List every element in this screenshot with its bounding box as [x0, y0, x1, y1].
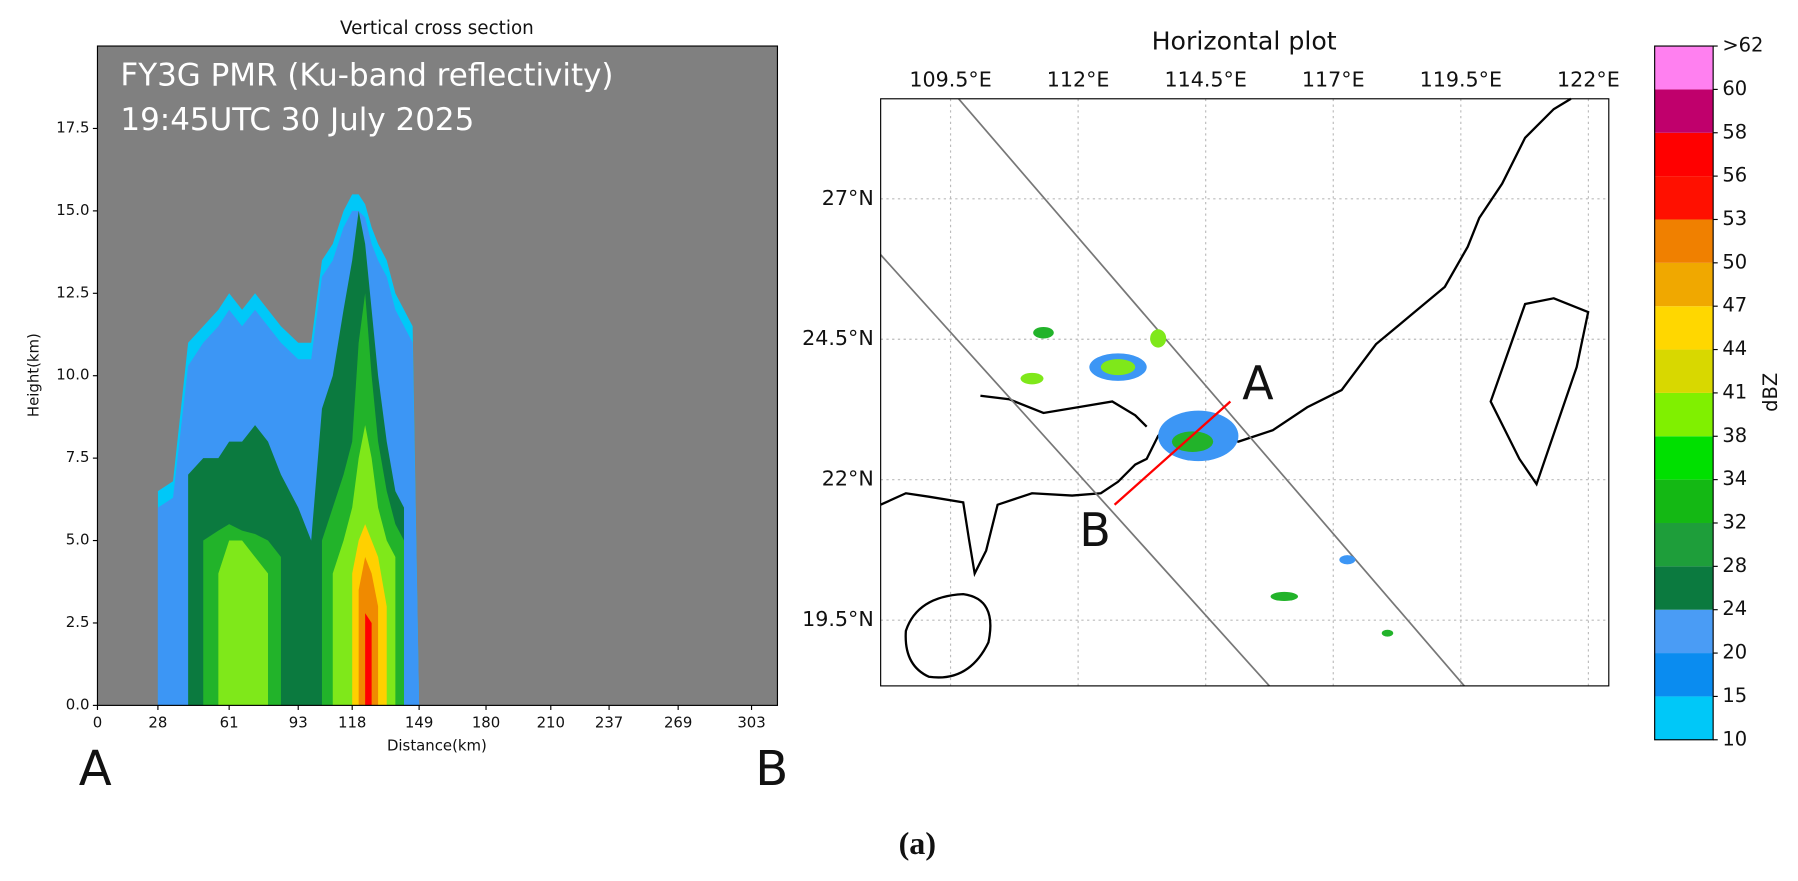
y-tick-label: 2.5 — [66, 613, 90, 631]
x-tick-label: 180 — [472, 714, 500, 732]
echo — [1150, 329, 1167, 348]
x-tick-label: 93 — [289, 714, 308, 732]
y-tick-label: 5.0 — [66, 531, 90, 549]
x-tick-label: 61 — [220, 714, 239, 732]
map-background — [880, 98, 1609, 686]
x-tick-label: 269 — [664, 714, 692, 732]
color-segment — [1654, 349, 1714, 393]
color-segment — [1654, 89, 1714, 133]
lat-label: 27°N — [822, 186, 874, 210]
map-decor — [880, 97, 1590, 687]
colorbar-tick-label: 20 — [1722, 641, 1747, 664]
color-segment — [1654, 653, 1714, 697]
color-segment — [1654, 392, 1714, 437]
x-axis-label: Distance(km) — [387, 737, 487, 755]
color-segment — [1654, 219, 1714, 263]
colorbar-tick-label: >62 — [1722, 34, 1763, 57]
color-segment — [1654, 306, 1714, 350]
point-label: A — [1242, 356, 1273, 410]
colorbar-tick-label: 53 — [1722, 207, 1747, 230]
colorbar-tick-label: 47 — [1722, 294, 1747, 317]
x-tick-label: 237 — [595, 714, 623, 732]
colorbar-tick-label: 32 — [1722, 510, 1747, 533]
colorbar-tick-label: 60 — [1722, 77, 1747, 100]
y-tick-label: 17.5 — [56, 118, 89, 136]
echo — [1020, 372, 1044, 385]
island — [904, 593, 992, 679]
colorbar-tick-label: 41 — [1722, 380, 1747, 403]
colorbar-tick-label: 15 — [1722, 684, 1747, 707]
echo — [1381, 629, 1394, 637]
end-label: B — [755, 741, 788, 797]
colorbar-tick-label: 10 — [1722, 727, 1747, 750]
swath-edge — [957, 98, 1465, 687]
y-tick-label: 0.0 — [66, 695, 90, 713]
point-label: B — [1079, 503, 1110, 557]
echo — [1270, 591, 1299, 602]
lon-label: 117°E — [1302, 67, 1365, 91]
coastline — [980, 394, 1148, 428]
lat-label: 22°N — [822, 467, 874, 491]
section-frame — [96, 45, 779, 706]
echo — [1100, 359, 1136, 376]
section-line — [1113, 400, 1232, 506]
colorbar-tick-label: 24 — [1722, 597, 1747, 620]
lon-label: 109.5°E — [909, 67, 991, 91]
colorbar-tick-label: 44 — [1722, 337, 1747, 360]
swath-edge — [880, 254, 1271, 687]
lat-label: 24.5°N — [802, 326, 874, 350]
x-tick-label: 210 — [537, 714, 565, 732]
colorbar: 10 15 20 24 28 32 34 38 41 44 47 50 53 56 58 60 >62 — [1654, 34, 1763, 750]
color-segment — [1654, 176, 1714, 220]
lat-label: 19.5°N — [802, 607, 874, 631]
echo-area — [218, 540, 269, 706]
colorbar-tick-label: 34 — [1722, 467, 1747, 490]
caption: (a) — [899, 825, 936, 861]
x-tick-label: 28 — [148, 714, 167, 732]
section-plot: 0 28 61 93 118 149 180 210 237 269 303 0.0 2.5 5.0 7.5… — [56, 118, 765, 731]
annotation: FY3G PMR (Ku-band reflectivity) — [120, 58, 613, 94]
y-tick-label: 10.0 — [56, 366, 89, 384]
color-segment — [1654, 696, 1714, 740]
echo-area — [365, 613, 372, 706]
x-tick-label: 118 — [338, 714, 366, 732]
lon-label: 114.5°E — [1164, 67, 1246, 91]
section-title: Vertical cross section — [340, 18, 534, 39]
color-segment — [1654, 479, 1714, 523]
colorbar-tick-label: 50 — [1722, 250, 1747, 273]
colorbar-tick-label: 28 — [1722, 554, 1747, 577]
echo — [1033, 326, 1054, 339]
color-segment — [1654, 566, 1714, 610]
colorbar-tick-label: 58 — [1722, 120, 1747, 143]
color-segment — [1654, 46, 1714, 90]
map-title: Horizontal plot — [1152, 27, 1337, 56]
color-segment — [1654, 132, 1714, 177]
start-label: A — [79, 741, 112, 797]
lon-label: 119.5°E — [1420, 67, 1502, 91]
annotation: 19:45UTC 30 July 2025 — [120, 102, 474, 138]
map-frame — [880, 98, 1610, 687]
colorbar-tick-label: 38 — [1722, 424, 1747, 447]
lon-label: 112°E — [1047, 67, 1110, 91]
x-tick-label: 303 — [737, 714, 765, 732]
map-grid — [880, 98, 1609, 686]
colorbar-tick-label: 56 — [1722, 164, 1747, 187]
color-segment — [1654, 609, 1714, 654]
x-tick-label: 149 — [405, 714, 433, 732]
color-segment — [1654, 436, 1714, 480]
y-tick-label: 15.0 — [56, 201, 89, 219]
y-tick-label: 7.5 — [66, 448, 90, 466]
echo — [1339, 555, 1356, 565]
lon-label: 122°E — [1557, 67, 1620, 91]
island — [1489, 297, 1590, 487]
x-tick-label: 0 — [93, 714, 102, 732]
y-axis-label: Height(km) — [24, 333, 42, 417]
colorbar-label: dBZ — [1759, 373, 1782, 412]
echo — [1171, 431, 1214, 452]
color-segment — [1654, 262, 1714, 307]
color-segment — [1654, 522, 1714, 567]
y-tick-label: 12.5 — [56, 283, 89, 301]
